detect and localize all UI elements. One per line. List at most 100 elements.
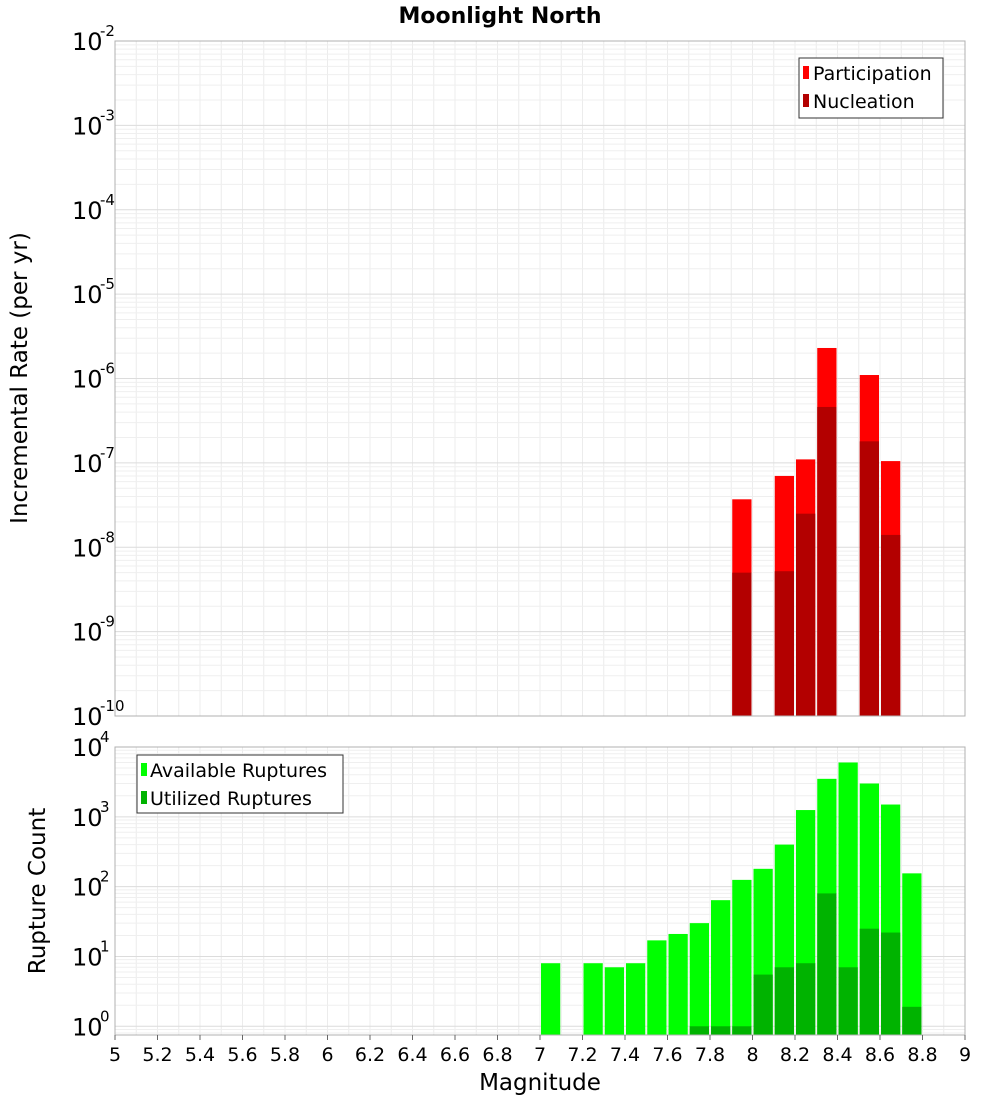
magnitude-x-axis-label: Magnitude bbox=[479, 1070, 601, 1096]
rate-y-tick-exponent: -2 bbox=[100, 22, 115, 40]
rate-bar-nucleation bbox=[817, 406, 837, 716]
rate-y-tick: 10-3 bbox=[72, 106, 115, 140]
rate-y-tick-base: 10 bbox=[72, 534, 103, 562]
rate-legend: Participation Nucleation bbox=[798, 57, 944, 119]
rupture-bar-available-ruptures bbox=[541, 963, 561, 1035]
rupture-bar-utilized-ruptures bbox=[774, 967, 794, 1035]
rupture-y-axis-label: Rupture Count bbox=[25, 808, 51, 974]
rupture-y-tick-base: 10 bbox=[72, 1013, 103, 1041]
rate-y-tick: 10-8 bbox=[72, 528, 115, 562]
rate-y-tick: 10-2 bbox=[72, 22, 115, 56]
rate-y-tick-base: 10 bbox=[72, 619, 103, 647]
rupture-y-tick-exponent: 0 bbox=[100, 1007, 110, 1025]
rupture-y-tick: 101 bbox=[72, 937, 110, 971]
rupture-legend: Available Ruptures Utilized Ruptures bbox=[136, 754, 344, 814]
rate-grid bbox=[114, 41, 966, 717]
rupture-bar-available-ruptures bbox=[583, 963, 603, 1035]
rate-plot-frame bbox=[114, 40, 966, 717]
rate-y-tick: 10-9 bbox=[72, 613, 115, 647]
rate-y-tick-exponent: -10 bbox=[100, 697, 125, 715]
utilized-legend-label: Utilized Ruptures bbox=[150, 788, 312, 810]
nucleation-legend-swatch bbox=[803, 94, 809, 107]
rate-bar-nucleation bbox=[881, 534, 901, 716]
rate-bars bbox=[732, 347, 901, 716]
rupture-y-tick-exponent: 3 bbox=[100, 798, 110, 816]
rupture-bar-utilized-ruptures bbox=[859, 928, 879, 1035]
rupture-bar-available-ruptures bbox=[668, 933, 688, 1035]
rupture-bar-available-ruptures bbox=[604, 967, 624, 1035]
rate-bar-nucleation bbox=[732, 572, 752, 716]
rupture-bar-available-ruptures bbox=[647, 940, 667, 1035]
rate-y-tick: 10-10 bbox=[72, 697, 125, 731]
rupture-bar-utilized-ruptures bbox=[881, 932, 901, 1035]
x-tick-label: 7.2 bbox=[567, 1044, 597, 1066]
chart-title: Moonlight North bbox=[398, 4, 601, 29]
x-tick-label: 5.8 bbox=[270, 1044, 300, 1066]
rate-legend-box bbox=[798, 57, 944, 119]
rupture-bar-utilized-ruptures bbox=[838, 967, 858, 1035]
rate-y-tick-base: 10 bbox=[72, 703, 103, 731]
x-tick-label: 7.4 bbox=[610, 1044, 640, 1066]
rate-y-tick-exponent: -5 bbox=[100, 275, 115, 293]
utilized-legend-swatch bbox=[141, 791, 147, 804]
x-tick-label: 8.2 bbox=[780, 1044, 810, 1066]
rate-y-tick-exponent: -4 bbox=[100, 191, 115, 209]
rupture-bar-available-ruptures bbox=[838, 762, 858, 1035]
x-tick-label: 8.4 bbox=[822, 1044, 852, 1066]
nucleation-legend-label: Nucleation bbox=[813, 91, 915, 113]
rupture-y-tick: 100 bbox=[72, 1007, 110, 1041]
rupture-y-tick-exponent: 2 bbox=[100, 868, 110, 886]
rupture-y-tick-base: 10 bbox=[72, 943, 103, 971]
x-tick-label: 5 bbox=[109, 1044, 121, 1066]
rate-bar-nucleation bbox=[774, 571, 794, 716]
rupture-bar-utilized-ruptures bbox=[902, 1006, 922, 1035]
rate-y-tick-exponent: -3 bbox=[100, 106, 115, 124]
rate-y-tick: 10-7 bbox=[72, 444, 115, 478]
rupture-bar-available-ruptures bbox=[689, 923, 709, 1035]
rate-y-tick-base: 10 bbox=[72, 28, 103, 56]
rate-y-tick-base: 10 bbox=[72, 450, 103, 478]
rupture-y-tick: 102 bbox=[72, 868, 110, 902]
x-tick-label: 7.6 bbox=[652, 1044, 682, 1066]
rupture-y-tick-exponent: 4 bbox=[100, 728, 110, 746]
rupture-y-tick-base: 10 bbox=[72, 734, 103, 762]
rupture-bar-utilized-ruptures bbox=[817, 893, 837, 1035]
rupture-y-tick-exponent: 1 bbox=[100, 937, 110, 955]
rupture-y-tick: 103 bbox=[72, 798, 110, 832]
rupture-grid bbox=[114, 747, 966, 1035]
rupture-y-tick-base: 10 bbox=[72, 874, 103, 902]
rate-y-tick-base: 10 bbox=[72, 281, 103, 309]
rupture-y-tick-base: 10 bbox=[72, 804, 103, 832]
rupture-y-tick: 104 bbox=[72, 728, 110, 762]
rate-y-tick-base: 10 bbox=[72, 366, 103, 394]
x-tick-label: 5.4 bbox=[185, 1044, 215, 1066]
rate-y-tick: 10-6 bbox=[72, 360, 115, 394]
x-tick-label: 7 bbox=[534, 1044, 546, 1066]
magnitude-x-ticks: 5 5.2 5.4 5.6 5.8 6 6.2 6.4 6.6 6.8 7 7.2 7.4 7.6 7.8 8… bbox=[109, 1035, 971, 1066]
x-tick-label: 7.8 bbox=[695, 1044, 725, 1066]
rupture-bar-utilized-ruptures bbox=[689, 1026, 709, 1035]
x-tick-label: 6.6 bbox=[440, 1044, 470, 1066]
x-tick-label: 6.4 bbox=[397, 1044, 427, 1066]
rate-y-tick-base: 10 bbox=[72, 112, 103, 140]
x-tick-label: 5.6 bbox=[227, 1044, 257, 1066]
x-tick-label: 6.2 bbox=[355, 1044, 385, 1066]
participation-legend-label: Participation bbox=[813, 63, 932, 85]
rate-y-tick: 10-4 bbox=[72, 191, 115, 225]
rupture-bar-available-ruptures bbox=[902, 873, 922, 1035]
rupture-bar-available-ruptures bbox=[711, 900, 731, 1035]
x-tick-label: 6.8 bbox=[482, 1044, 512, 1066]
available-legend-swatch bbox=[141, 763, 147, 776]
rupture-bar-utilized-ruptures bbox=[711, 1026, 731, 1035]
rate-bar-nucleation bbox=[859, 441, 879, 716]
available-legend-label: Available Ruptures bbox=[150, 760, 327, 782]
rupture-bar-utilized-ruptures bbox=[753, 974, 773, 1035]
rate-y-tick-exponent: -6 bbox=[100, 360, 115, 378]
rate-bar-nucleation bbox=[796, 513, 816, 716]
rupture-bars bbox=[541, 762, 922, 1035]
x-tick-label: 8.6 bbox=[865, 1044, 895, 1066]
